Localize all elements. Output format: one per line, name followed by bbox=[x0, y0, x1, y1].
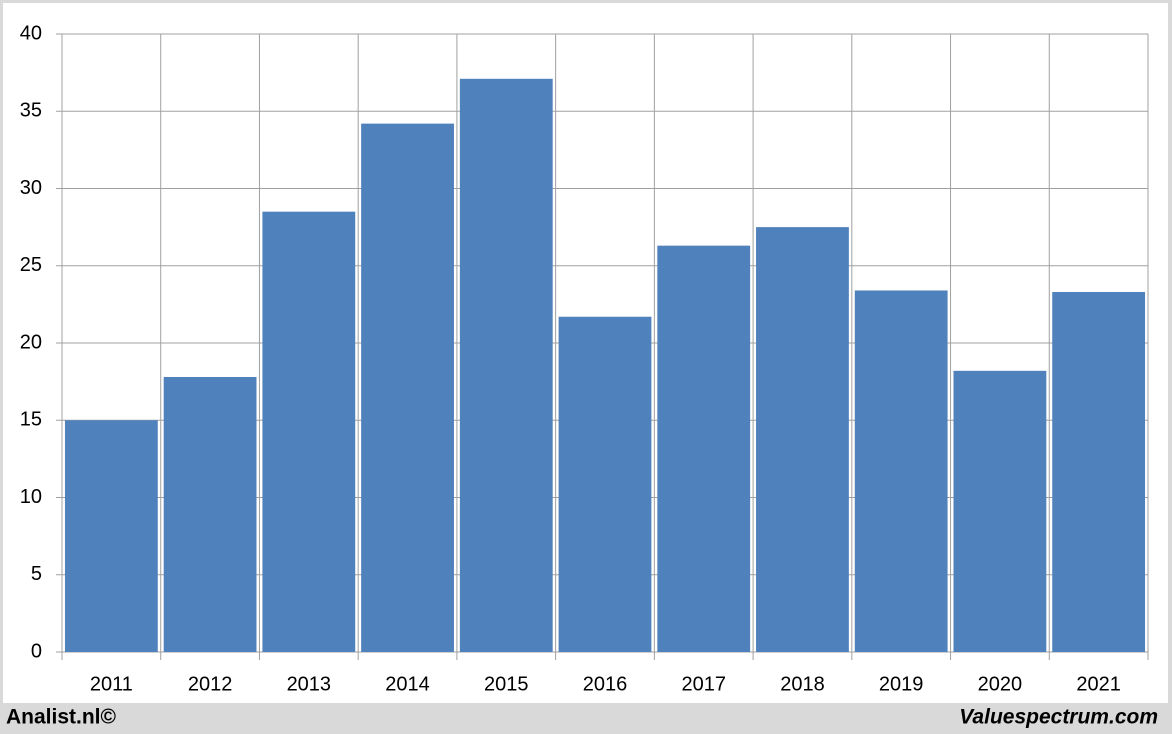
x-tick-label: 2016 bbox=[583, 673, 628, 695]
y-tick-label: 15 bbox=[20, 409, 42, 431]
y-tick-label: 30 bbox=[20, 177, 42, 199]
y-tick-label: 10 bbox=[20, 486, 42, 508]
x-tick-label: 2021 bbox=[1076, 673, 1121, 695]
bar bbox=[1052, 292, 1146, 652]
x-tick-label: 2017 bbox=[681, 673, 726, 695]
source-left: Analist.nl© bbox=[6, 706, 117, 729]
y-tick-label: 20 bbox=[20, 331, 42, 353]
bar bbox=[756, 227, 849, 652]
y-tick-label: 35 bbox=[20, 100, 42, 122]
bar bbox=[361, 123, 454, 653]
source-right: Valuespectrum.com bbox=[959, 706, 1158, 729]
bar bbox=[657, 245, 751, 653]
bar bbox=[64, 420, 158, 652]
bar bbox=[262, 211, 356, 653]
y-tick-label: 40 bbox=[20, 22, 42, 44]
x-tick-label: 2011 bbox=[90, 673, 133, 695]
x-tick-label: 2020 bbox=[978, 673, 1023, 695]
x-tick-label: 2015 bbox=[484, 673, 529, 695]
bar bbox=[459, 78, 553, 653]
bar bbox=[854, 290, 948, 652]
bar bbox=[163, 376, 257, 652]
y-tick-label: 25 bbox=[20, 254, 42, 276]
x-tick-label: 2014 bbox=[385, 673, 430, 695]
bar bbox=[953, 370, 1047, 652]
y-tick-label: 0 bbox=[31, 640, 42, 662]
x-tick-label: 2019 bbox=[879, 673, 924, 695]
bar bbox=[558, 316, 652, 652]
x-tick-label: 2013 bbox=[287, 673, 332, 695]
y-tick-label: 5 bbox=[31, 563, 42, 585]
x-tick-label: 2012 bbox=[188, 673, 233, 695]
x-tick-label: 2018 bbox=[780, 673, 825, 695]
